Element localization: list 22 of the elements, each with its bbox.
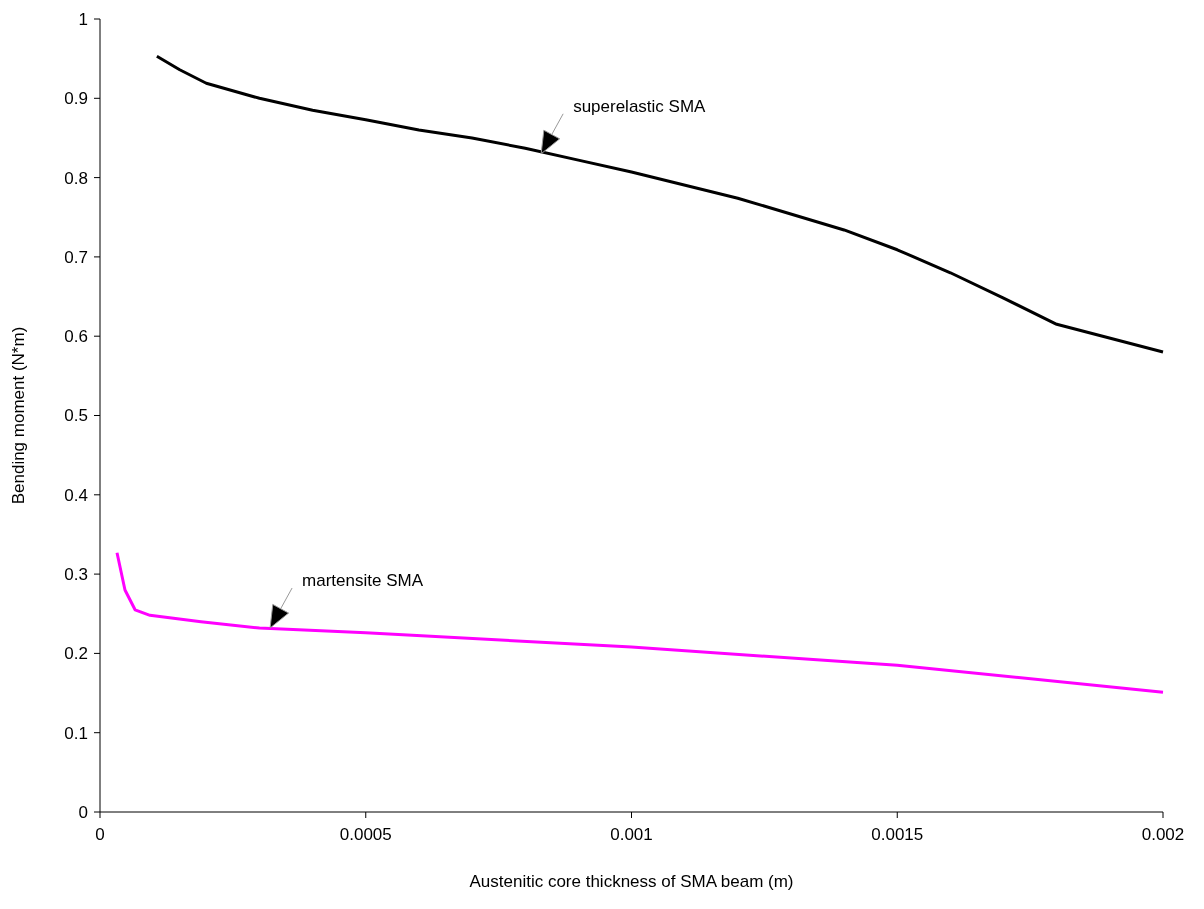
annotation: martensite SMA [302,571,424,591]
line-series [115,551,1165,694]
y-tick-label: 0.9 [64,89,88,109]
x-tick-label: 0 [95,825,105,844]
x-tick-label: 0.001 [610,825,653,844]
x-tick-label: 0.002 [1141,825,1185,844]
y-axis-title: Bending moment (N*m) [9,326,28,505]
y-tick-label: 0.1 [64,723,88,743]
y-tick-label: 0.4 [64,485,88,505]
y-tick-label: 0.7 [64,247,88,267]
x-tick-label: 0.0015 [871,825,924,844]
x-axis-title: Austenitic core thickness of SMA beam (m) [469,872,794,891]
x-tick-label: 0.0005 [339,825,392,844]
y-tick-label: 0 [78,802,88,822]
annotation: superelastic SMA [573,96,707,116]
y-tick-label: 1 [78,9,88,29]
y-tick-label: 0.3 [64,565,88,585]
y-tick-label: 0.8 [64,168,88,188]
line-series [155,54,1165,354]
y-tick-label: 0.5 [64,406,88,426]
y-tick-label: 0.6 [64,327,88,347]
y-tick-label: 0.2 [64,644,88,664]
